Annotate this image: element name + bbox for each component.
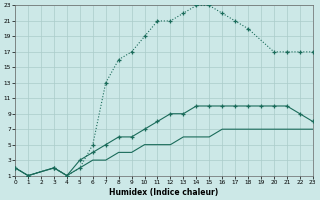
X-axis label: Humidex (Indice chaleur): Humidex (Indice chaleur) bbox=[109, 188, 219, 197]
